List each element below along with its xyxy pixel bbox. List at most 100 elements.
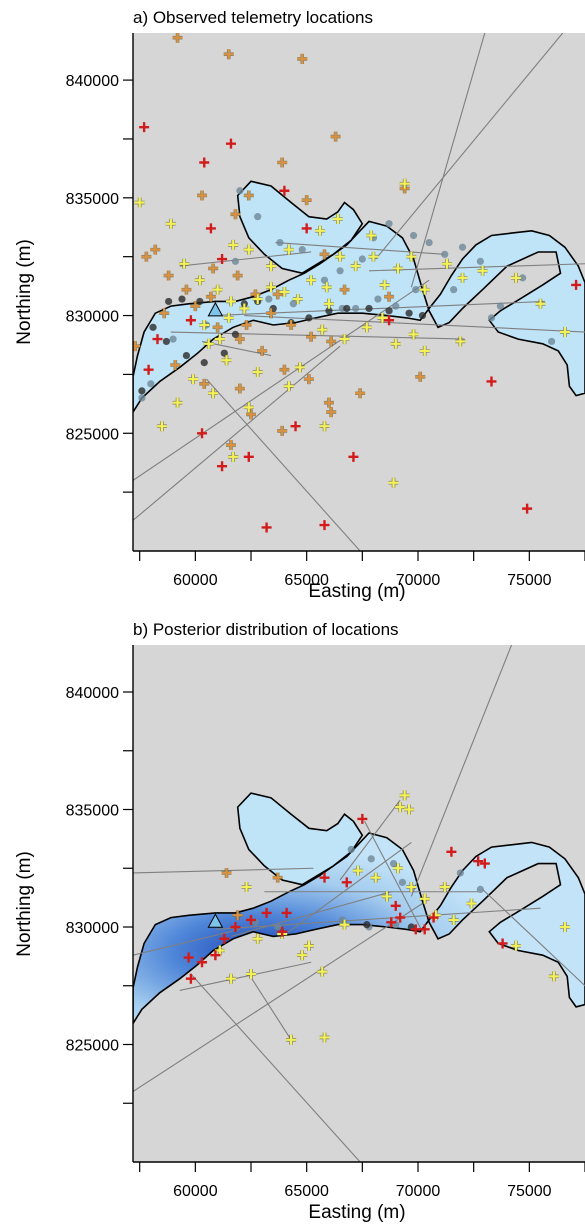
x-tick-label: 75000 xyxy=(507,1183,552,1200)
observed-location-yellow xyxy=(228,451,239,462)
observed-location-yellow xyxy=(315,225,326,236)
x-tick-label: 75000 xyxy=(507,572,552,589)
observed-location-red xyxy=(197,957,208,968)
observed-location-orange xyxy=(223,49,234,60)
estimated-location-point-dark xyxy=(196,297,204,306)
observed-location-yellow xyxy=(455,336,466,347)
y-axis-label: Northing (m) xyxy=(14,239,35,345)
estimated-location-point xyxy=(487,314,496,322)
estimated-location-point-dark xyxy=(138,387,146,395)
observed-location-yellow xyxy=(243,402,254,413)
x-axis-label: Easting (m) xyxy=(308,1202,405,1223)
estimated-location-point xyxy=(409,231,418,240)
observed-location-yellow xyxy=(221,355,232,366)
estimated-location-point xyxy=(147,380,155,388)
observed-location-yellow xyxy=(266,261,277,272)
lake-shape xyxy=(133,220,585,414)
observed-location-orange xyxy=(330,131,341,142)
estimated-location-point-dark xyxy=(231,330,240,338)
observed-location-yellow xyxy=(319,421,330,432)
observed-location-red xyxy=(301,223,312,234)
observed-location-red xyxy=(279,185,290,196)
observed-location-yellow xyxy=(223,312,234,323)
y-tick-label: 825000 xyxy=(66,426,119,443)
estimated-location-point xyxy=(456,869,464,877)
observed-location-red xyxy=(384,315,395,326)
observed-location-yellow xyxy=(441,258,452,269)
x-tick-label: 60000 xyxy=(173,1183,218,1200)
x-tick-label: 60000 xyxy=(173,572,218,589)
observed-location-yellow xyxy=(239,303,250,314)
track-line xyxy=(288,841,412,933)
track-line xyxy=(275,242,445,255)
estimated-location-point xyxy=(412,286,420,294)
observed-location-yellow xyxy=(448,914,459,925)
observed-location-red xyxy=(341,877,352,888)
panel-observed: a) Observed telemetry locations 60000 650… xyxy=(0,0,585,612)
observed-location-yellow xyxy=(535,298,546,309)
observed-location-yellow xyxy=(225,973,236,984)
track-line xyxy=(133,903,423,1092)
observed-location-orange xyxy=(339,284,350,295)
observed-location-yellow xyxy=(388,477,399,488)
observed-location-yellow xyxy=(439,882,450,893)
estimated-location-point-dark xyxy=(220,349,228,357)
estimated-location-point-dark xyxy=(165,297,173,306)
observed-location-red xyxy=(183,952,194,963)
estimated-location-point xyxy=(336,267,344,275)
track-line xyxy=(133,928,241,956)
observed-location-orange xyxy=(197,190,208,201)
observed-location-yellow xyxy=(399,178,410,189)
track-line xyxy=(375,33,564,260)
estimated-location-point xyxy=(347,845,355,854)
observed-location-yellow xyxy=(225,296,236,307)
observed-location-orange xyxy=(297,53,308,64)
observed-location-orange xyxy=(212,322,223,333)
observed-location-orange xyxy=(199,378,210,389)
observed-location-yellow xyxy=(321,282,332,293)
observed-location-orange xyxy=(205,291,216,302)
observed-location-red xyxy=(185,315,196,326)
track-line xyxy=(244,314,585,333)
observed-location-red xyxy=(210,950,221,961)
observed-location-yellow xyxy=(199,319,210,330)
lake-bay-north xyxy=(236,180,364,275)
observed-location-yellow xyxy=(404,804,415,815)
y-tick-label: 835000 xyxy=(66,803,119,820)
observed-location-yellow xyxy=(559,922,570,932)
estimated-location-point xyxy=(425,238,433,247)
observed-location-orange xyxy=(234,383,245,394)
observed-location-red xyxy=(486,376,497,387)
observed-location-yellow xyxy=(370,872,381,883)
observed-location-orange xyxy=(303,374,314,385)
observed-location-yellow xyxy=(377,312,388,323)
track-line xyxy=(369,263,585,272)
estimated-location-point-dark xyxy=(162,337,170,346)
track-line xyxy=(248,973,292,1041)
observed-location-yellow xyxy=(172,397,183,408)
observed-location-red xyxy=(185,973,196,984)
observed-location-yellow xyxy=(457,272,468,283)
x-axis-label: Easting (m) xyxy=(308,581,405,602)
observed-location-yellow xyxy=(252,933,263,944)
observed-location-red xyxy=(205,223,216,234)
observed-location-orange xyxy=(241,319,252,330)
estimated-location-point xyxy=(169,335,177,343)
estimated-location-point xyxy=(476,885,484,893)
observed-location-orange xyxy=(272,289,283,300)
observed-location-yellow xyxy=(510,940,521,951)
observed-location-yellow xyxy=(252,367,263,378)
observed-location-red xyxy=(395,912,406,923)
track-line xyxy=(339,799,401,881)
y-tick-label: 830000 xyxy=(66,920,119,937)
track-line xyxy=(410,33,486,288)
observed-location-orange xyxy=(277,157,288,168)
observed-location-yellow xyxy=(335,251,346,262)
estimated-location-point-dark xyxy=(405,309,413,317)
chart-posterior: b) Posterior distribution of locations 6… xyxy=(14,620,585,1223)
observed-location-red xyxy=(217,461,228,472)
observed-location-orange xyxy=(326,336,337,347)
observed-location-red xyxy=(197,428,208,439)
observed-location-orange xyxy=(208,263,219,274)
observed-location-red xyxy=(261,522,272,533)
